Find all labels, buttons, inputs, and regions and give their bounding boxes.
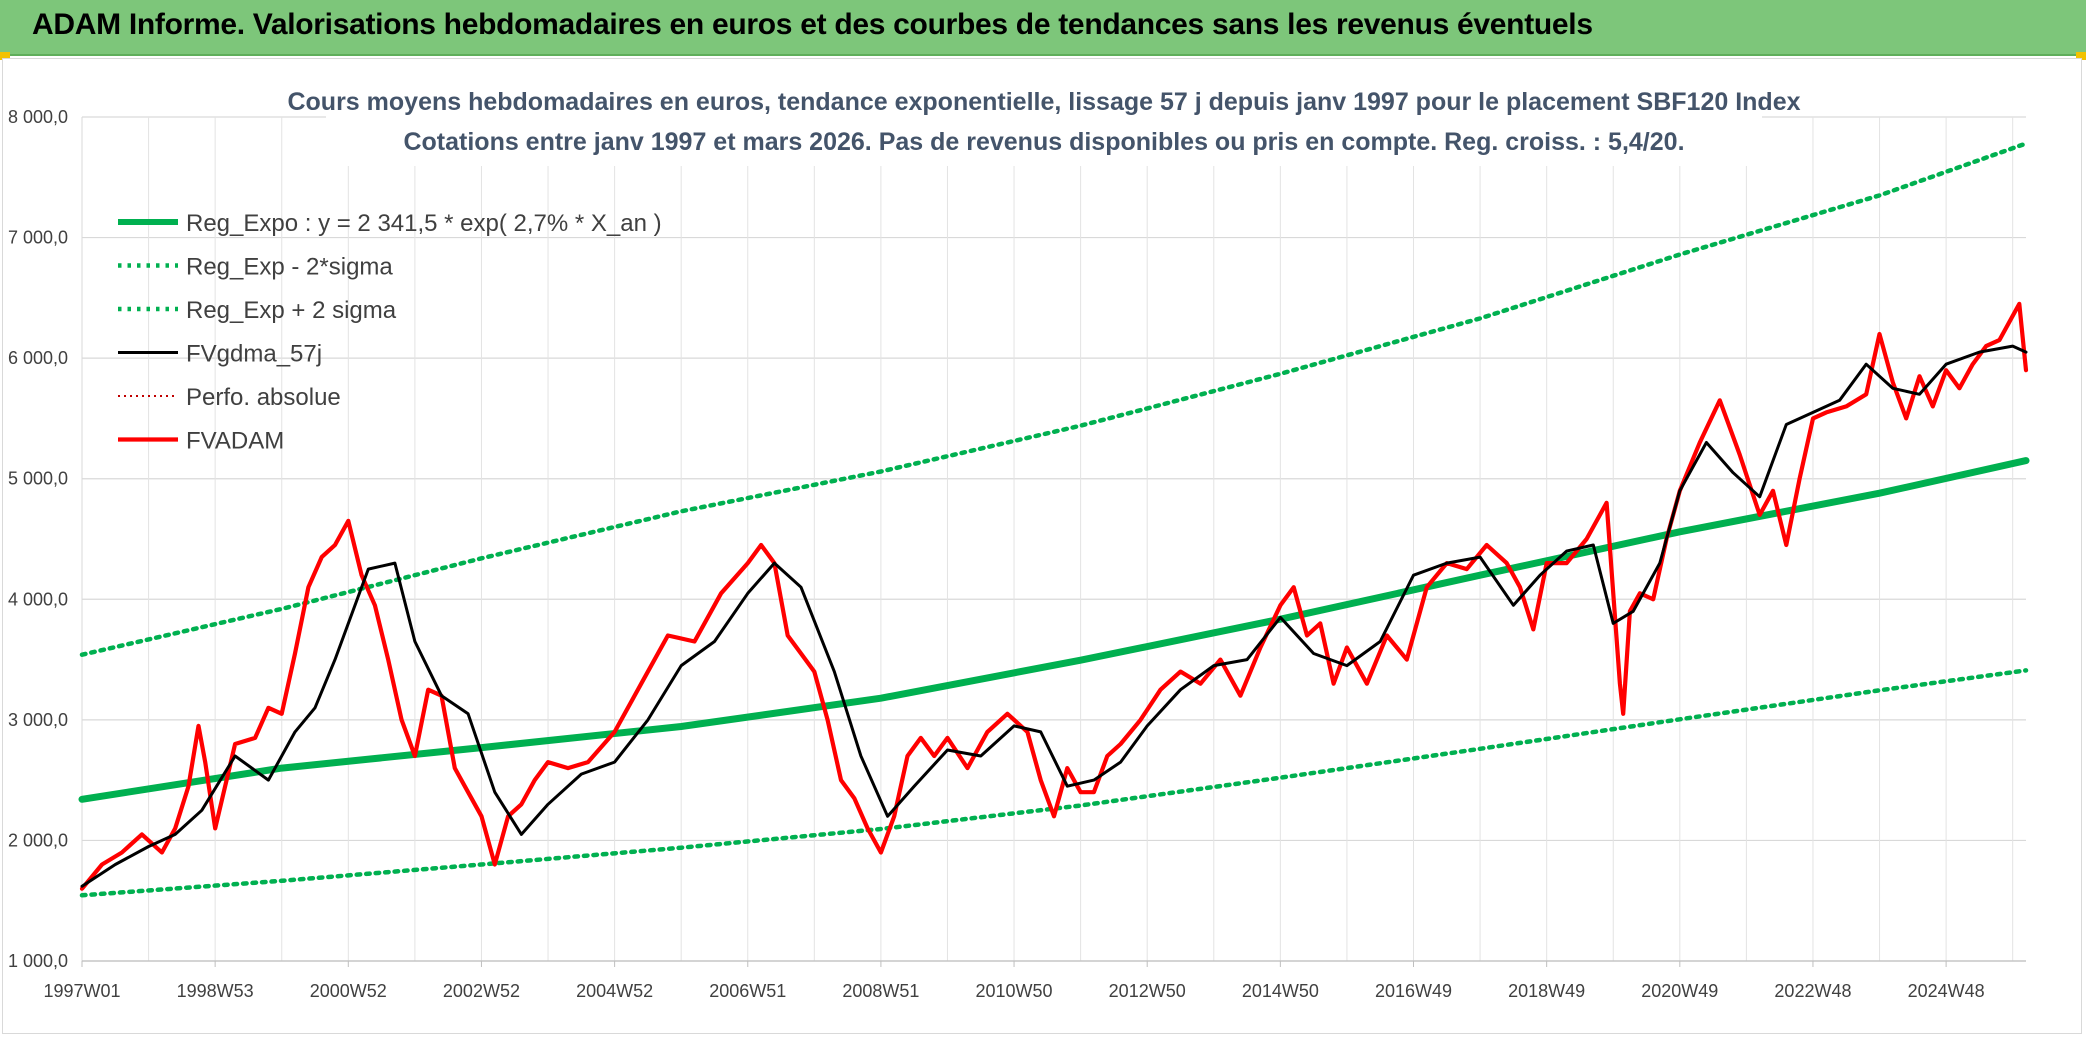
banner-corner-right xyxy=(2076,52,2086,60)
x-tick-label: 1997W01 xyxy=(43,981,120,1001)
x-tick-label: 1998W53 xyxy=(177,981,254,1001)
legend-label: Perfo. absolue xyxy=(186,384,341,411)
series-line-reg-exp xyxy=(79,668,2029,898)
y-tick-label: 2 000,0 xyxy=(8,830,68,850)
x-tick-label: 2000W52 xyxy=(310,981,387,1001)
series-line-reg-expo xyxy=(78,457,2030,803)
legend: Reg_Expo : y = 2 341,5 * exp( 2,7% * X_a… xyxy=(118,210,662,455)
title-background xyxy=(326,80,1762,166)
x-tick-label: 2016W49 xyxy=(1375,981,1452,1001)
chart-title-line-2: Cotations entre janv 1997 et mars 2026. … xyxy=(403,128,1684,156)
x-tick-label: 2014W50 xyxy=(1242,981,1319,1001)
y-tick-label: 1 000,0 xyxy=(8,951,68,971)
x-tick-label: 2006W51 xyxy=(709,981,786,1001)
report-title: ADAM Informe. Valorisations hebdomadaire… xyxy=(32,8,1593,41)
x-tick-label: 2024W48 xyxy=(1908,981,1985,1001)
y-tick-label: 5 000,0 xyxy=(8,469,68,489)
x-tick-label: 2010W50 xyxy=(976,981,1053,1001)
series-line-fvgdma-57j xyxy=(80,344,2028,888)
chart-title-line-1: Cours moyens hebdomadaires en euros, ten… xyxy=(287,88,1800,116)
y-tick-label: 4 000,0 xyxy=(8,589,68,609)
legend-label: Reg_Exp - 2*sigma xyxy=(186,254,393,281)
x-tick-label: 2002W52 xyxy=(443,981,520,1001)
y-tick-label: 8 000,0 xyxy=(8,107,68,127)
series-layer xyxy=(78,141,2030,898)
x-tick-label: 2020W49 xyxy=(1641,981,1718,1001)
x-tick-label: 2018W49 xyxy=(1508,981,1585,1001)
y-tick-label: 6 000,0 xyxy=(8,348,68,368)
axis-ticks: 1 000,0 2 000,0 3 000,0 4 000,0 5 000,0 6 000… xyxy=(8,107,1985,1001)
y-tick-label: 3 000,0 xyxy=(8,710,68,730)
x-tick-label: 2022W48 xyxy=(1774,981,1851,1001)
legend-label: Reg_Expo : y = 2 341,5 * exp( 2,7% * X_a… xyxy=(186,210,662,237)
x-tick-label: 2012W50 xyxy=(1109,981,1186,1001)
series-line-fvadam xyxy=(79,301,2029,891)
banner-corner-left xyxy=(0,52,10,60)
title-banner: ADAM Informe. Valorisations hebdomadaire… xyxy=(0,0,2086,56)
x-tick-label: 2004W52 xyxy=(576,981,653,1001)
legend-label: Reg_Exp + 2 sigma xyxy=(186,297,397,324)
legend-label: FVADAM xyxy=(186,428,284,455)
grid xyxy=(81,116,2026,962)
y-tick-label: 7 000,0 xyxy=(8,228,68,248)
legend-label: FVgdma_57j xyxy=(186,341,322,368)
x-tick-label: 2008W51 xyxy=(842,981,919,1001)
series-line-reg-exp xyxy=(79,141,2029,657)
